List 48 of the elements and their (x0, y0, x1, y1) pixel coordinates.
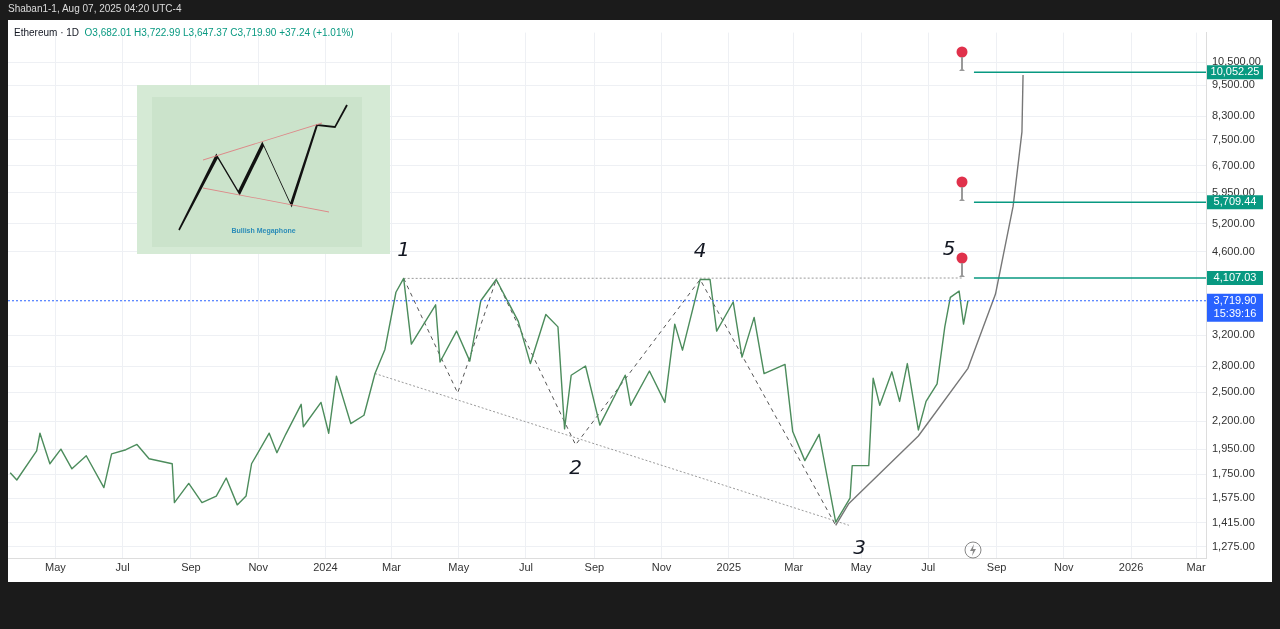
annotation: 4 (693, 237, 707, 262)
y-tick-label: 8,300.00 (1212, 109, 1255, 122)
y-tick-label: 5,950.00 (1212, 185, 1255, 198)
y-tick-label: 1,415.00 (1212, 515, 1255, 528)
x-tick-label: Mar (382, 561, 402, 574)
x-tick-label: 2026 (1118, 561, 1144, 574)
x-tick-label: Nov (248, 561, 269, 574)
x-tick-label: Jul (518, 561, 534, 574)
x-tick-label: May (850, 561, 872, 574)
y-tick-label: 7,500.00 (1212, 132, 1255, 145)
chart-title: Ethereum · 1D (14, 27, 80, 38)
x-tick-label: Mar (784, 561, 804, 574)
y-tick-label: 6,700.00 (1212, 158, 1255, 171)
x-tick-label: Sep (986, 561, 1007, 574)
y-tick-label: 1,275.00 (1212, 539, 1255, 552)
y-tick-label: 1,750.00 (1212, 467, 1255, 480)
y-tick-label: 1,950.00 (1212, 442, 1255, 455)
chart-subtitle: O3,682.01 H3,722.99 L3,647.37 C3,719.90 +37.24 (+1.01%) (84, 27, 354, 38)
x-tick-label: Jul (921, 561, 936, 574)
x-tick-label: Sep (584, 561, 605, 574)
x-tick-label: Jul (115, 561, 130, 574)
y-tick-label: 1,575.00 (1212, 491, 1255, 504)
y-tick-label: 5,200.00 (1212, 216, 1255, 229)
x-tick-label: Sep (181, 561, 201, 574)
x-tick-label: Mar (1186, 561, 1206, 574)
text: Shaban1-1, Aug 07, 2025 04:20 UTC-4 (8, 3, 182, 14)
x-tick-label: May (45, 561, 67, 574)
y-tick-label: 4,600.00 (1212, 244, 1255, 257)
x-tick-label: May (448, 561, 470, 574)
ref-line-label: 10,052.25 (1210, 65, 1260, 78)
x-tick-label: 2025 (716, 561, 742, 574)
y-tick-label: 2,500.00 (1212, 385, 1255, 398)
y-tick-label: 2,800.00 (1212, 359, 1255, 372)
y-tick-label: 9,500.00 (1212, 78, 1255, 91)
y-tick-label: 2,200.00 (1212, 414, 1255, 427)
annotation: 5 (942, 236, 956, 261)
ref-line-label: 5,709.44 (1213, 195, 1257, 208)
annotation: 2 (569, 455, 582, 480)
x-tick-label: 2024 (313, 561, 338, 574)
line-series (403, 277, 837, 526)
ref-line-label: 3,719.90 15:39:16 (1213, 293, 1257, 319)
y-tick-label: 10,500.00 (1212, 55, 1261, 68)
ref-line-label: 4,107.03 (1213, 271, 1257, 284)
x-tick-label: Nov (651, 561, 672, 574)
annotation: 1 (397, 236, 411, 261)
x-tick-label: Nov (1054, 561, 1075, 574)
annotation: 3 (853, 535, 867, 560)
y-tick-label: 3,200.00 (1212, 328, 1255, 341)
